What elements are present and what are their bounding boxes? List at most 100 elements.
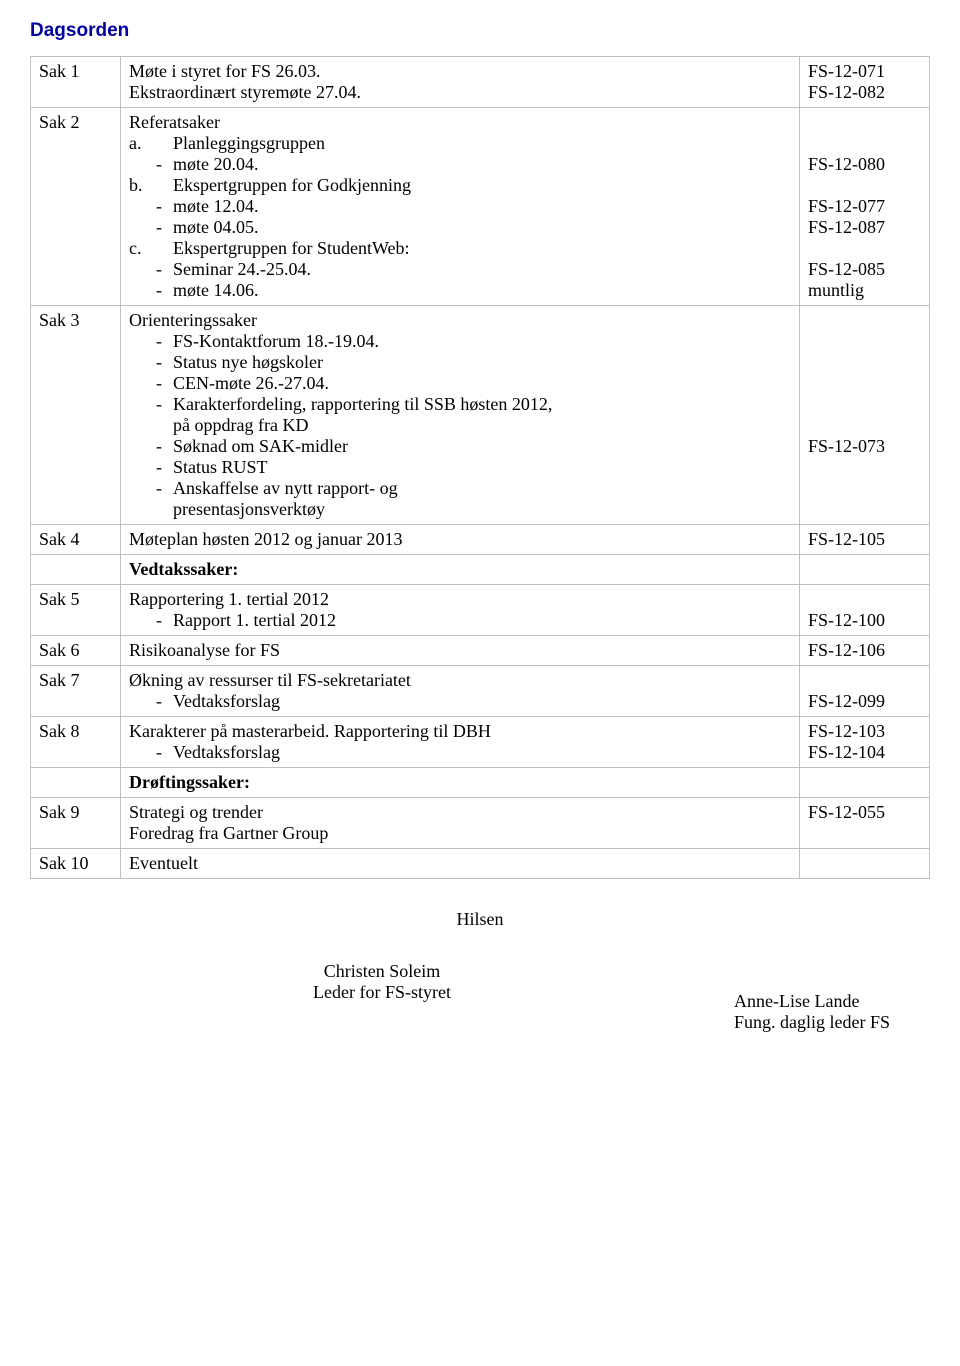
reference: FS-12-055	[800, 798, 930, 849]
dash-icon: -	[151, 436, 173, 457]
empty-cell	[800, 849, 930, 879]
table-row: Sak 7 Økning av ressurser til FS-sekreta…	[31, 666, 930, 717]
reference: FS-12-100	[800, 585, 930, 636]
table-row: Sak 2 Referatsaker a. Planleggingsgruppe…	[31, 108, 930, 306]
text-line: Rapportering 1. tertial 2012	[129, 589, 791, 610]
sak-label: Sak 8	[31, 717, 121, 768]
sak-content: Eventuelt	[121, 849, 800, 879]
section-heading: Vedtakssaker:	[121, 555, 800, 585]
text-line: Referatsaker	[129, 112, 791, 133]
text-line: FS-Kontaktforum 18.-19.04.	[173, 331, 791, 352]
sak-label: Sak 1	[31, 57, 121, 108]
dash-icon: -	[151, 373, 173, 394]
table-row: Drøftingssaker:	[31, 768, 930, 798]
signatory-name: Anne-Lise Lande	[734, 991, 890, 1012]
reference: FS-12-103 FS-12-104	[800, 717, 930, 768]
dash-icon: -	[151, 478, 173, 499]
sak-label: Sak 10	[31, 849, 121, 879]
sak-label: Sak 9	[31, 798, 121, 849]
signatory-name: Christen Soleim	[313, 961, 451, 982]
text-line: CEN-møte 26.-27.04.	[173, 373, 791, 394]
text-line: Vedtaksforslag	[173, 691, 791, 712]
dash-icon: -	[151, 259, 173, 280]
text-line: møte 14.06.	[173, 280, 791, 301]
table-row: Sak 4 Møteplan høsten 2012 og januar 201…	[31, 525, 930, 555]
dash-icon: -	[151, 331, 173, 352]
text-line: møte 04.05.	[173, 217, 791, 238]
text-line: Møte i styret for FS 26.03.	[129, 61, 791, 82]
reference: FS-12-080 FS-12-077 FS-12-087 FS-12-085 …	[800, 108, 930, 306]
text-line: Planleggingsgruppen	[173, 133, 791, 154]
dash-icon: -	[151, 352, 173, 373]
list-letter: a.	[129, 133, 151, 154]
greeting: Hilsen	[30, 909, 930, 930]
dash-icon: -	[151, 457, 173, 478]
reference: FS-12-106	[800, 636, 930, 666]
signatory-role: Leder for FS-styret	[313, 982, 451, 1003]
table-row: Vedtakssaker:	[31, 555, 930, 585]
text-line: Anskaffelse av nytt rapport- og	[173, 478, 791, 499]
sak-content: Møte i styret for FS 26.03. Ekstraordinæ…	[121, 57, 800, 108]
sak-label: Sak 4	[31, 525, 121, 555]
sak-label: Sak 2	[31, 108, 121, 306]
text-line: Karakterfordeling, rapportering til SSB …	[173, 394, 791, 415]
table-row: Sak 10 Eventuelt	[31, 849, 930, 879]
signatory-role: Fung. daglig leder FS	[734, 1012, 890, 1033]
table-row: Sak 6 Risikoanalyse for FS FS-12-106	[31, 636, 930, 666]
sak-content: Orienteringssaker - FS-Kontaktforum 18.-…	[121, 306, 800, 525]
reference: FS-12-071 FS-12-082	[800, 57, 930, 108]
text-line: Foredrag fra Gartner Group	[129, 823, 791, 844]
text-line: Karakterer på masterarbeid. Rapportering…	[129, 721, 791, 742]
table-row: Sak 3 Orienteringssaker - FS-Kontaktforu…	[31, 306, 930, 525]
section-heading: Drøftingssaker:	[121, 768, 800, 798]
dash-icon: -	[151, 217, 173, 238]
sak-content: Strategi og trender Foredrag fra Gartner…	[121, 798, 800, 849]
text-line: Vedtaksforslag	[173, 742, 791, 763]
dash-icon: -	[151, 610, 173, 631]
text-line: Strategi og trender	[129, 802, 791, 823]
sak-content: Karakterer på masterarbeid. Rapportering…	[121, 717, 800, 768]
text-line: Ekstraordinært styremøte 27.04.	[129, 82, 791, 103]
sak-content: Risikoanalyse for FS	[121, 636, 800, 666]
text-line: på oppdrag fra KD	[173, 415, 791, 436]
sak-content: Referatsaker a. Planleggingsgruppen - mø…	[121, 108, 800, 306]
text-line: Ekspertgruppen for Godkjenning	[173, 175, 791, 196]
reference: FS-12-099	[800, 666, 930, 717]
text-line: Søknad om SAK-midler	[173, 436, 791, 457]
reference: FS-12-073	[800, 306, 930, 525]
text-line: presentasjonsverktøy	[173, 499, 791, 520]
dash-icon: -	[151, 280, 173, 301]
empty-cell	[800, 555, 930, 585]
sak-content: Økning av ressurser til FS-sekretariatet…	[121, 666, 800, 717]
empty-cell	[800, 768, 930, 798]
list-letter: b.	[129, 175, 151, 196]
text-line: Orienteringssaker	[129, 310, 791, 331]
signature-block: Hilsen Christen Soleim Leder for FS-styr…	[30, 909, 930, 1003]
empty-cell	[31, 555, 121, 585]
text-line: Rapport 1. tertial 2012	[173, 610, 791, 631]
text-line: Status nye høgskoler	[173, 352, 791, 373]
agenda-table: Sak 1 Møte i styret for FS 26.03. Ekstra…	[30, 56, 930, 879]
dash-icon: -	[151, 742, 173, 763]
table-row: Sak 8 Karakterer på masterarbeid. Rappor…	[31, 717, 930, 768]
sak-label: Sak 5	[31, 585, 121, 636]
sak-content: Rapportering 1. tertial 2012 - Rapport 1…	[121, 585, 800, 636]
text-line: Ekspertgruppen for StudentWeb:	[173, 238, 791, 259]
text-line: møte 20.04.	[173, 154, 791, 175]
sak-content: Møteplan høsten 2012 og januar 2013	[121, 525, 800, 555]
table-row: Sak 5 Rapportering 1. tertial 2012 - Rap…	[31, 585, 930, 636]
dash-icon: -	[151, 394, 173, 415]
text-line: Økning av ressurser til FS-sekretariatet	[129, 670, 791, 691]
sak-label: Sak 3	[31, 306, 121, 525]
text-line: møte 12.04.	[173, 196, 791, 217]
text-line: Status RUST	[173, 457, 791, 478]
reference: FS-12-105	[800, 525, 930, 555]
sak-label: Sak 6	[31, 636, 121, 666]
dash-icon: -	[151, 196, 173, 217]
table-row: Sak 9 Strategi og trender Foredrag fra G…	[31, 798, 930, 849]
list-letter: c.	[129, 238, 151, 259]
empty-cell	[31, 768, 121, 798]
page-title: Dagsorden	[30, 20, 930, 42]
dash-icon: -	[151, 691, 173, 712]
text-line: Seminar 24.-25.04.	[173, 259, 791, 280]
